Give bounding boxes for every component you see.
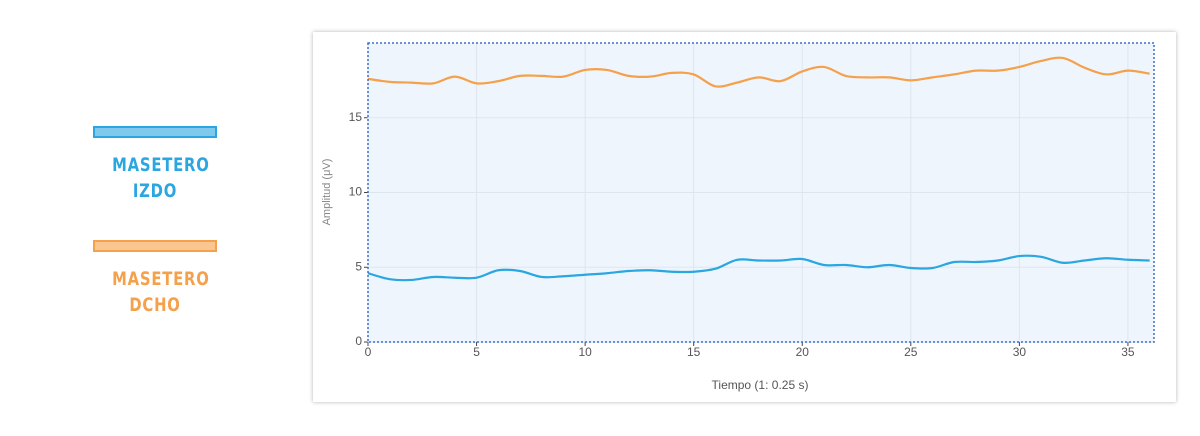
- y-axis-title: Amplitud (μV): [321, 159, 333, 226]
- x-tick-label: 0: [365, 345, 372, 359]
- x-tick-label: 10: [578, 345, 592, 359]
- x-tick-label: 5: [473, 345, 480, 359]
- plot-border: [367, 42, 1155, 343]
- series-line: [367, 56, 1150, 88]
- series-line: [367, 254, 1150, 282]
- x-tick-label: 25: [904, 345, 918, 359]
- x-tick-label: 35: [1121, 345, 1135, 359]
- x-tick-label: 20: [796, 345, 810, 359]
- legend-swatch: [93, 240, 217, 252]
- legend-label: MASETERO IZDO: [112, 154, 210, 202]
- legend-entry: MASETERO DCHO: [80, 240, 230, 318]
- x-tick-label: 15: [687, 345, 701, 359]
- x-axis-title: Tiempo (1: 0.25 s): [712, 378, 809, 392]
- x-tick-label: 30: [1013, 345, 1027, 359]
- legend-label: MASETERO DCHO: [112, 268, 210, 316]
- legend-entry: MASETERO IZDO: [80, 126, 230, 204]
- y-tick-label: 15: [349, 110, 363, 124]
- y-tick-label: 0: [355, 334, 362, 348]
- y-tick-label: 5: [355, 259, 362, 273]
- y-tick-label: 10: [349, 185, 363, 199]
- legend-swatch: [93, 126, 217, 138]
